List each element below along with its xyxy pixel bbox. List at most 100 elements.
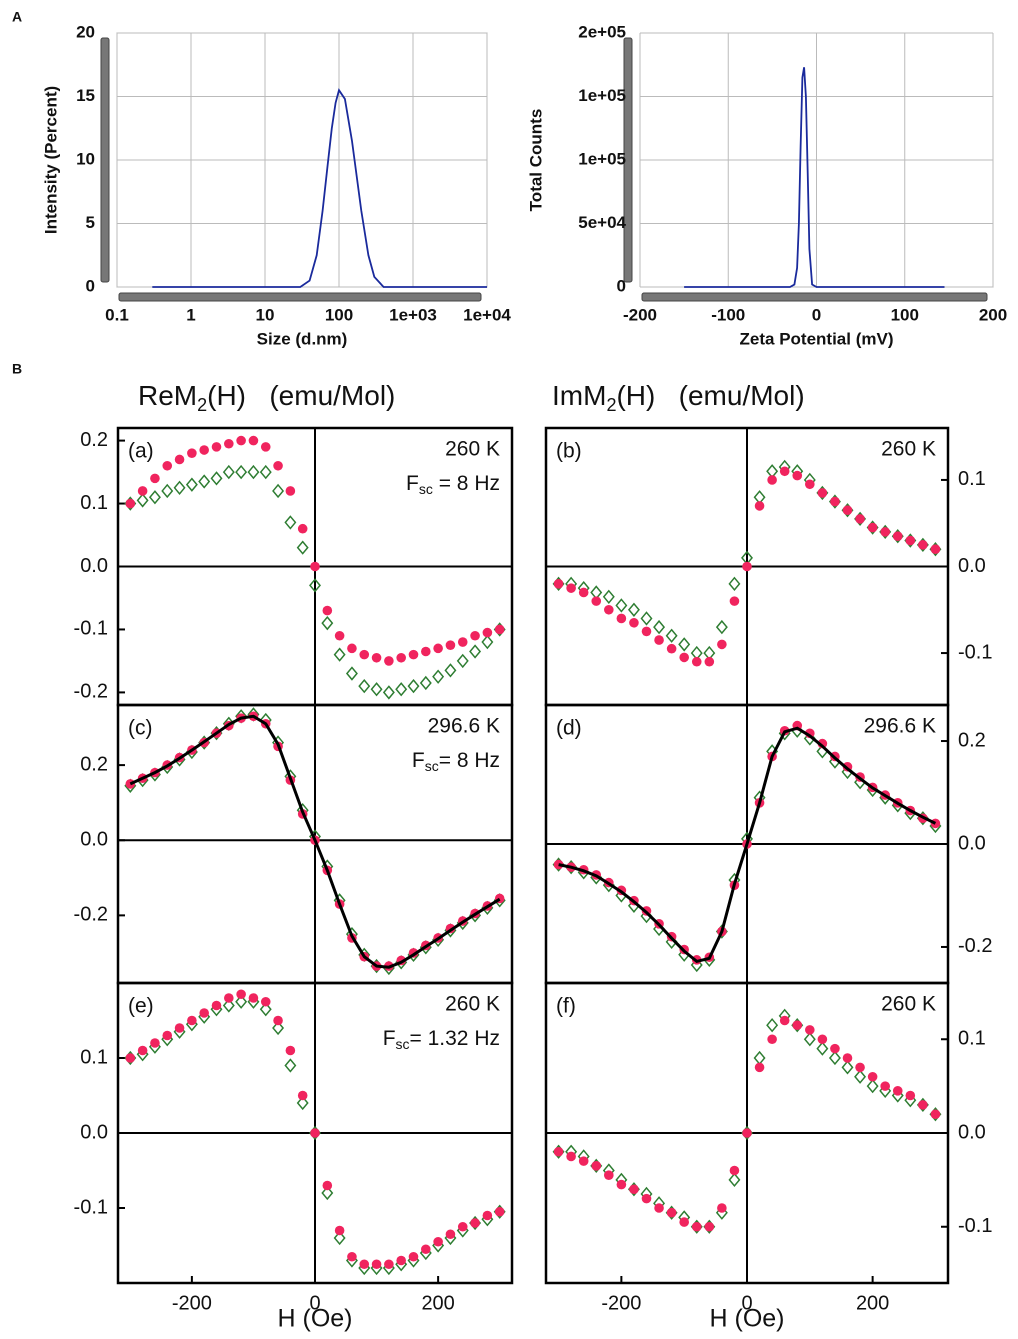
- data-point: [855, 514, 865, 524]
- scrollbar: [641, 292, 988, 302]
- data-point: [566, 1151, 576, 1162]
- x-tick-label: 0: [309, 1292, 320, 1314]
- data-point: [384, 656, 394, 666]
- data-point: [754, 1062, 765, 1073]
- y-tick-label: 0.0: [958, 555, 986, 577]
- data-point: [481, 634, 494, 650]
- data-point: [347, 1251, 357, 1262]
- temperature-label: 296.6 K: [864, 715, 936, 738]
- x-tick-label: 200: [421, 1292, 454, 1314]
- x-tick-label: 10: [256, 305, 275, 324]
- panel-tag: (b): [556, 440, 582, 463]
- data-point: [199, 1008, 209, 1018]
- data-point: [456, 653, 469, 669]
- data-point: [604, 604, 614, 615]
- y-tick-label: 0.2: [80, 429, 108, 451]
- y-tick-label: 0: [86, 276, 95, 295]
- data-point: [469, 644, 482, 659]
- data-point: [284, 1058, 297, 1073]
- frequency-label: Fsc = 8 Hz: [406, 472, 500, 497]
- data-point: [880, 1081, 890, 1091]
- data-point: [918, 1100, 928, 1110]
- data-point: [918, 540, 928, 550]
- data-point: [137, 486, 148, 496]
- data-point: [779, 466, 790, 477]
- y-tick-label: -0.1: [958, 1215, 992, 1237]
- data-point: [310, 561, 320, 572]
- y-tick-label: 0.2: [80, 753, 108, 775]
- y-tick-label: 5: [86, 213, 95, 232]
- x-tick-label: 200: [979, 305, 1007, 324]
- data-point: [729, 1165, 740, 1176]
- data-point: [321, 1185, 334, 1201]
- panel-tag: (f): [556, 995, 576, 1018]
- data-point: [333, 1230, 346, 1246]
- data-point: [892, 531, 903, 542]
- y-tick-label: 0.0: [958, 1121, 986, 1143]
- data-point: [855, 1062, 865, 1073]
- data-point: [753, 1050, 766, 1066]
- data-point: [640, 611, 653, 626]
- data-point: [930, 1109, 941, 1120]
- y-tick-label: 0.0: [80, 829, 108, 851]
- data-point: [334, 1225, 345, 1236]
- data-point: [235, 464, 248, 480]
- data-point: [235, 994, 248, 1009]
- data-point: [259, 464, 272, 480]
- data-point: [653, 619, 666, 635]
- data-point: [408, 1251, 419, 1262]
- x-tick-label: -200: [601, 1292, 641, 1314]
- data-point: [654, 1203, 664, 1213]
- data-point: [715, 619, 728, 635]
- data-point: [679, 1217, 689, 1227]
- data-point: [432, 669, 445, 684]
- panel-tag: (a): [128, 440, 154, 463]
- data-line: [684, 67, 945, 288]
- data-point: [222, 464, 235, 480]
- data-point: [629, 1184, 639, 1195]
- data-point: [792, 1020, 803, 1030]
- y-tick-label: 0.1: [80, 492, 108, 514]
- temperature-label: 260 K: [445, 438, 500, 461]
- y-tick-label: 0.0: [958, 832, 986, 854]
- data-point: [817, 488, 828, 498]
- data-point: [457, 1221, 468, 1232]
- data-point: [494, 1206, 505, 1217]
- data-point: [742, 1128, 752, 1138]
- data-point: [285, 486, 296, 496]
- data-point: [310, 1128, 320, 1138]
- data-point: [408, 649, 419, 660]
- temperature-label: 260 K: [881, 993, 936, 1016]
- data-point: [805, 1025, 815, 1035]
- data-point: [309, 578, 321, 593]
- y-tick-label: 0.1: [958, 468, 986, 490]
- data-point: [334, 630, 345, 641]
- data-point: [842, 1053, 853, 1063]
- data-point: [247, 464, 260, 480]
- freq-sub: sc: [419, 481, 433, 497]
- data-point: [629, 617, 639, 628]
- data-point: [704, 656, 715, 667]
- data-point: [297, 523, 308, 534]
- data-point: [285, 1045, 296, 1056]
- data-point: [384, 1259, 394, 1270]
- data-point: [284, 515, 297, 530]
- data-point: [421, 1244, 431, 1255]
- x-axis-label: H (Oe): [710, 1305, 785, 1333]
- column-header: ImM2(H) (emu/Mol): [552, 380, 805, 414]
- data-point: [666, 643, 677, 654]
- y-tick-label: -0.1: [74, 618, 108, 640]
- x-tick-label: 100: [891, 305, 919, 324]
- data-point: [371, 652, 382, 663]
- data-point: [359, 1259, 370, 1270]
- data-point: [222, 998, 235, 1013]
- data-point: [654, 635, 664, 645]
- data-point: [236, 989, 246, 1000]
- y-tick-label: 1e+05: [578, 86, 626, 105]
- header-rest: (H) (emu/Mol): [616, 380, 804, 411]
- header-sub: 2: [606, 395, 616, 415]
- data-point: [830, 1043, 840, 1054]
- data-point: [641, 626, 652, 637]
- y-tick-label: 1e+05: [578, 149, 626, 168]
- frequency-label: Fsc= 1.32 Hz: [383, 1027, 500, 1052]
